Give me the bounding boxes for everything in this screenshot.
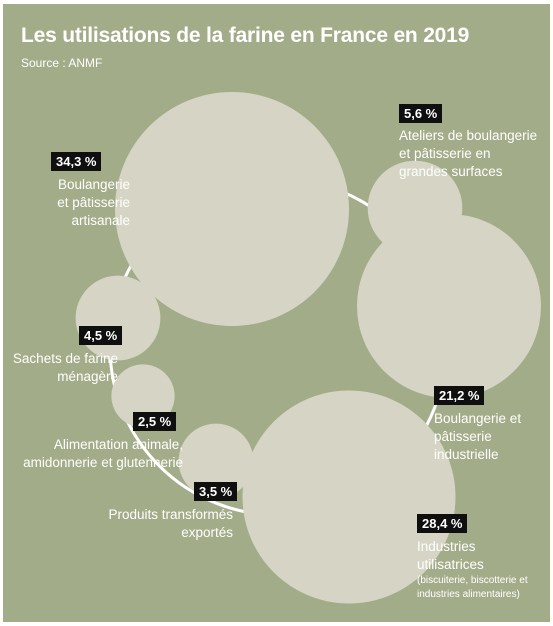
bubble-industries-utilisatrices: [242, 390, 456, 604]
bubble-produits-exportes: [178, 423, 254, 499]
category-label-boulangerie-industrielle: Boulangerie et pâtisserie industrielle: [434, 411, 522, 462]
chart-title: Les utilisations de la farine en France …: [21, 24, 470, 47]
category-label-boulangerie-artisanale: Boulangerie et pâtisserie artisanale: [57, 177, 130, 228]
category-label-ateliers-gms: Ateliers de boulangerie et pâtisserie en g…: [399, 128, 538, 179]
value-badge-alimentation-animale: 2,5 %: [133, 412, 177, 431]
category-label-produits-exportes: Produits transformés exportés: [108, 507, 233, 540]
value-badge-ateliers-gms: 5,6 %: [399, 104, 443, 123]
value-badge-boulangerie-artisanale: 34,3 %: [51, 152, 102, 171]
category-label-industries-utilisatrices: Industries utilisatrices (biscuiterie, bis…: [417, 539, 528, 600]
value-badge-boulangerie-industrielle: 21,2 %: [434, 386, 485, 405]
bubble-chart: [75, 92, 541, 604]
bubble-boulangerie-artisanale: [115, 92, 349, 326]
bubble-group: [75, 92, 541, 604]
chart-source: Source : ANMF: [21, 56, 103, 70]
chart-panel: Les utilisations de la farine en France …: [3, 4, 550, 622]
value-badge-industries-utilisatrices: 28,4 %: [417, 514, 468, 533]
value-badge-sachets-menagere: 4,5 %: [79, 326, 123, 345]
bubble-sachets-menagere: [75, 275, 161, 361]
category-note-industries-utilisatrices: (biscuiterie, biscotterie et industries a…: [417, 575, 528, 600]
category-label-sachets-menagere: Sachets de farine ménagère: [12, 351, 118, 384]
category-label-alimentation-animale: Alimentation animale, amidonnerie et glut…: [23, 437, 183, 470]
value-badge-produits-exportes: 3,5 %: [194, 482, 238, 501]
bubble-boulangerie-industrielle: [357, 214, 541, 398]
bubble-alimentation-animale: [111, 364, 175, 428]
